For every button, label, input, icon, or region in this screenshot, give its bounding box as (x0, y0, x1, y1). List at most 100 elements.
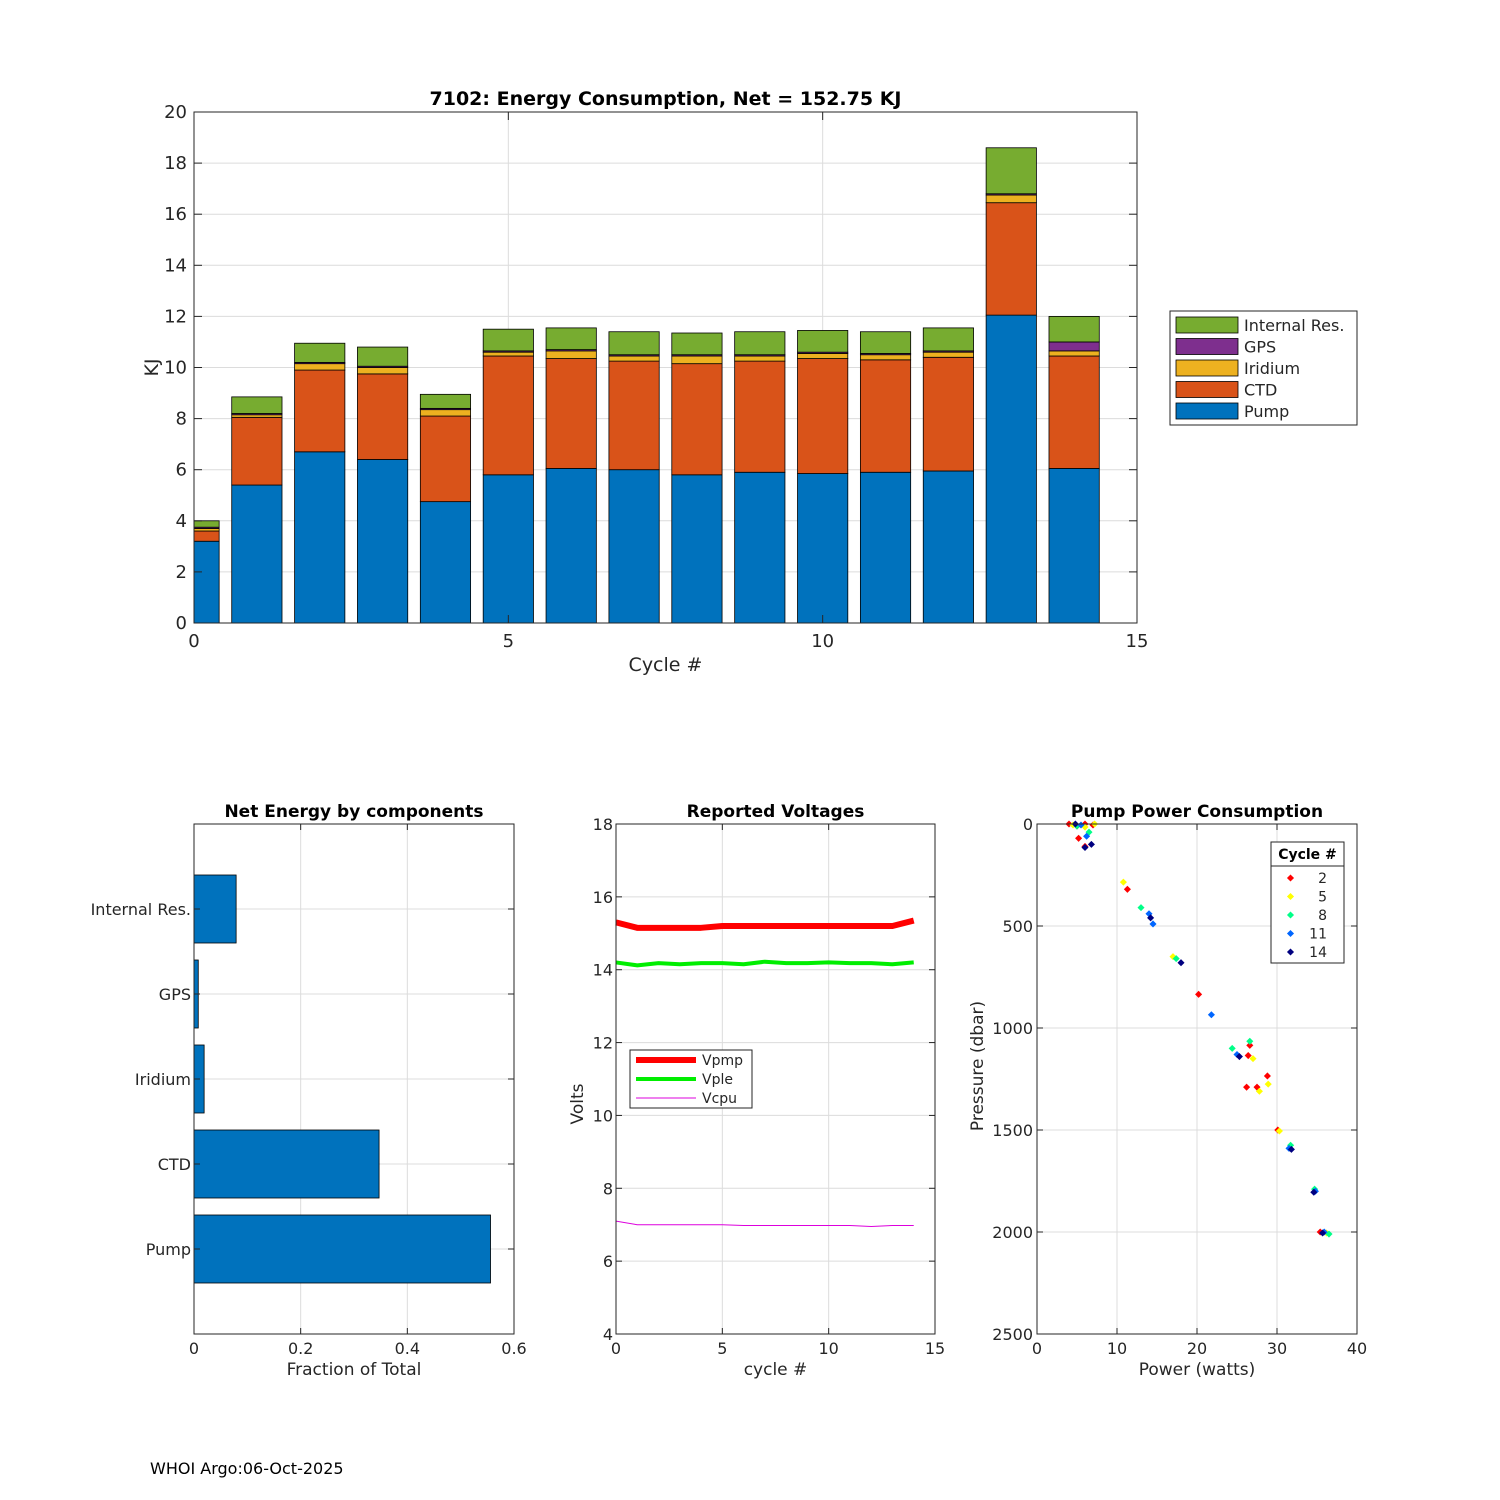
bar-pump-cycle-9 (734, 471, 786, 624)
bar-gps-cycle-14 (1048, 341, 1100, 352)
bar-iridium-cycle-13 (985, 194, 1037, 204)
legend-swatch-ctd (1175, 381, 1239, 398)
bar-internal-cycle-12 (922, 327, 974, 352)
footer-caption: WHOI Argo:06-Oct-2025 (150, 1459, 344, 1478)
y-tick-label: 6 (176, 460, 187, 481)
bar-internal-cycle-1 (231, 396, 283, 414)
y-tick-label: 500 (1002, 917, 1033, 936)
bar-pump-cycle-2 (294, 451, 346, 624)
y-tick-label: 1500 (992, 1121, 1033, 1140)
bar-pump-cycle-14 (1048, 468, 1100, 624)
bar-internal-cycle-5 (482, 328, 534, 352)
chart-title: Pump Power Consumption (1071, 802, 1323, 822)
bar-ctd-cycle-6 (545, 358, 597, 469)
bar-internal-cycle-7 (608, 331, 660, 356)
y-axis-label: Volts (568, 1083, 588, 1124)
bar-pump-cycle-4 (419, 501, 472, 624)
y-tick-label: 12 (164, 306, 187, 327)
x-tick-label: 10 (818, 1339, 838, 1358)
chart-title: Reported Voltages (687, 802, 865, 822)
y-tick-label: 1000 (992, 1019, 1033, 1038)
y-tick-label: 4 (176, 511, 187, 532)
legend-label-cycle-5: 5 (1318, 890, 1327, 906)
y-tick-label: 16 (164, 204, 187, 225)
y-tick-label: 18 (593, 815, 613, 834)
y-tick-label: 14 (593, 961, 613, 980)
bar-ctd-cycle-12 (922, 356, 974, 472)
y-tick-label: 2500 (992, 1325, 1033, 1344)
x-tick-label: 15 (925, 1339, 945, 1358)
x-tick-label: 40 (1347, 1339, 1367, 1358)
y-tick-label: 8 (176, 409, 187, 430)
bar-pump-cycle-13 (985, 314, 1037, 624)
voltages-chart: 0 5 10 15 4 6 8 10 12 14 16 18 Reported Voltages cycl… (568, 802, 945, 1380)
legend-label-iridium: Iridium (1244, 359, 1300, 378)
y-tick-label: 2000 (992, 1223, 1033, 1242)
category-label: CTD (158, 1155, 191, 1174)
chart-title: 7102: Energy Consumption, Net = 152.75 K… (430, 88, 902, 110)
legend-label-pump: Pump (1244, 402, 1289, 421)
bar-iridium-cycle-3 (357, 367, 409, 375)
components-chart-box (193, 823, 515, 1335)
bar-ctd-cycle-8 (671, 363, 723, 476)
legend: Vpmp Vple Vcpu (629, 1049, 753, 1109)
y-tick-label: 2 (176, 562, 187, 583)
bar-iridium-cycle-5 (482, 351, 534, 357)
legend-swatch-internal (1175, 316, 1239, 334)
bar-pump-cycle-7 (608, 469, 660, 624)
bar-iridium-cycle-6 (545, 350, 597, 359)
legend-title: Cycle # (1278, 847, 1337, 863)
x-tick-label: 5 (717, 1339, 727, 1358)
y-tick-label: 12 (593, 1034, 613, 1053)
bar-ctd-cycle-5 (482, 355, 534, 476)
y-tick-label: 16 (593, 888, 613, 907)
chart-title: Net Energy by components (224, 802, 483, 822)
bar-ctd-cycle-11 (859, 359, 912, 473)
bar-iridium-cycle-9 (734, 355, 786, 362)
x-tick-label: 30 (1267, 1339, 1287, 1358)
legend-box (1270, 841, 1345, 964)
legend-swatch-iridium (1175, 359, 1239, 377)
pump-power-chart: 0 10 20 30 40 0 500 1000 1500 2000 2500 Pump Power … (968, 802, 1367, 1380)
x-tick-label: 15 (1126, 631, 1149, 652)
bar-ctd-cycle-14 (1048, 355, 1100, 469)
bar-iridium-cycle-4 (419, 409, 472, 417)
legend-label-internal: Internal Res. (1244, 316, 1344, 335)
bar-ctd-cycle-10 (797, 358, 849, 474)
bar-ctd-cycle-1 (231, 416, 283, 486)
hbar-internal-res- (193, 874, 237, 944)
bar-iridium-cycle-12 (922, 351, 974, 358)
bar-internal-cycle-11 (859, 331, 912, 354)
bar-internal-cycle-10 (797, 330, 849, 353)
x-tick-label: 5 (503, 631, 514, 652)
legend-label-cycle-11: 11 (1309, 927, 1327, 943)
legend-label-vcpu: Vcpu (702, 1091, 737, 1107)
x-axis-label: cycle # (744, 1360, 808, 1380)
bar-internal-cycle-4 (419, 393, 472, 409)
x-tick-label: 10 (811, 631, 834, 652)
bar-internal-cycle-13 (985, 147, 1037, 195)
bar-iridium-cycle-11 (859, 354, 912, 361)
hbar-ctd (193, 1129, 380, 1199)
bar-ctd-cycle-2 (294, 369, 346, 453)
bar-internal-cycle-0 (193, 520, 220, 528)
bar-iridium-cycle-7 (608, 355, 660, 362)
bar-ctd-cycle-0 (193, 530, 220, 542)
x-tick-label: 0 (188, 631, 199, 652)
legend-label-ctd: CTD (1244, 381, 1277, 400)
y-tick-label: 10 (593, 1106, 613, 1125)
legend-swatch-gps (1175, 338, 1239, 355)
series-line-vple (615, 959, 914, 968)
bar-pump-cycle-8 (671, 474, 723, 624)
bar-ctd-cycle-3 (357, 373, 409, 460)
bar-internal-cycle-2 (294, 342, 346, 363)
bar-internal-cycle-3 (357, 346, 409, 367)
y-tick-label: 10 (164, 358, 187, 379)
y-axis-label: KJ (141, 358, 163, 376)
category-label: Iridium (135, 1070, 191, 1089)
bar-ctd-cycle-7 (608, 360, 660, 471)
series-line-vcpu (615, 1220, 914, 1228)
x-tick-label: 0 (1032, 1339, 1042, 1358)
bar-internal-cycle-8 (671, 332, 723, 356)
x-axis-label: Cycle # (629, 654, 703, 676)
